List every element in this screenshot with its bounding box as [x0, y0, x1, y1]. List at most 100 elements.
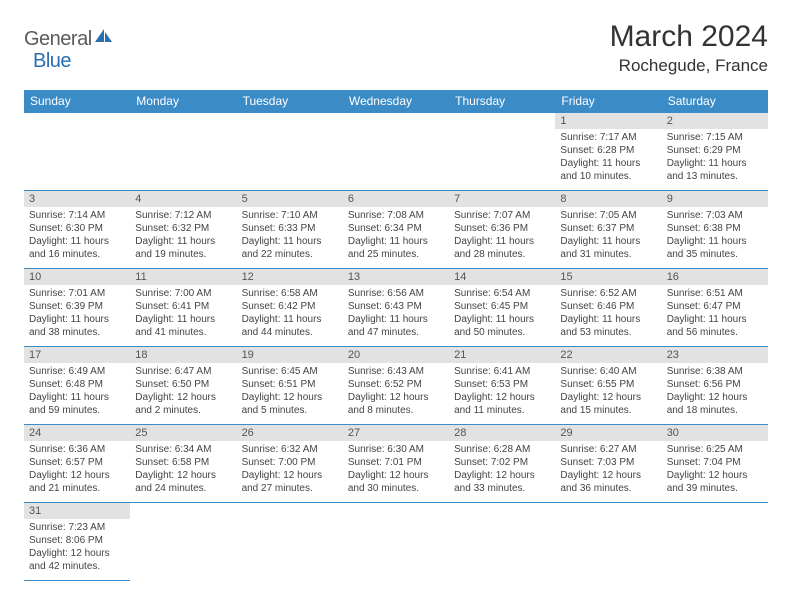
sunrise-text: Sunrise: 7:08 AM — [348, 209, 444, 222]
calendar-day-cell: 1Sunrise: 7:17 AMSunset: 6:28 PMDaylight… — [555, 113, 661, 191]
daylight-text: Daylight: 11 hours and 38 minutes. — [29, 313, 125, 339]
sunrise-text: Sunrise: 7:03 AM — [667, 209, 763, 222]
sunrise-text: Sunrise: 6:56 AM — [348, 287, 444, 300]
day-content: Sunrise: 7:10 AMSunset: 6:33 PMDaylight:… — [237, 207, 343, 265]
calendar-day-cell: 10Sunrise: 7:01 AMSunset: 6:39 PMDayligh… — [24, 269, 130, 347]
day-content: Sunrise: 6:54 AMSunset: 6:45 PMDaylight:… — [449, 285, 555, 343]
calendar-day-cell: 22Sunrise: 6:40 AMSunset: 6:55 PMDayligh… — [555, 347, 661, 425]
sunrise-text: Sunrise: 6:32 AM — [242, 443, 338, 456]
sunset-text: Sunset: 6:32 PM — [135, 222, 231, 235]
calendar-day-cell: 18Sunrise: 6:47 AMSunset: 6:50 PMDayligh… — [130, 347, 236, 425]
sunrise-text: Sunrise: 6:43 AM — [348, 365, 444, 378]
calendar-day-cell — [130, 113, 236, 191]
sunrise-text: Sunrise: 6:40 AM — [560, 365, 656, 378]
calendar-day-cell — [449, 503, 555, 581]
sunset-text: Sunset: 6:45 PM — [454, 300, 550, 313]
day-number: 29 — [555, 425, 661, 441]
calendar-day-cell — [130, 503, 236, 581]
daylight-text: Daylight: 11 hours and 13 minutes. — [667, 157, 763, 183]
sunset-text: Sunset: 8:06 PM — [29, 534, 125, 547]
day-content: Sunrise: 6:58 AMSunset: 6:42 PMDaylight:… — [237, 285, 343, 343]
day-number: 15 — [555, 269, 661, 285]
logo-text-2: Blue — [33, 50, 71, 73]
day-number: 21 — [449, 347, 555, 363]
daylight-text: Daylight: 12 hours and 2 minutes. — [135, 391, 231, 417]
calendar-day-cell: 21Sunrise: 6:41 AMSunset: 6:53 PMDayligh… — [449, 347, 555, 425]
daylight-text: Daylight: 11 hours and 31 minutes. — [560, 235, 656, 261]
calendar-day-cell: 19Sunrise: 6:45 AMSunset: 6:51 PMDayligh… — [237, 347, 343, 425]
daylight-text: Daylight: 11 hours and 50 minutes. — [454, 313, 550, 339]
day-content: Sunrise: 6:51 AMSunset: 6:47 PMDaylight:… — [662, 285, 768, 343]
calendar-week-row: 17Sunrise: 6:49 AMSunset: 6:48 PMDayligh… — [24, 347, 768, 425]
sunset-text: Sunset: 6:29 PM — [667, 144, 763, 157]
calendar-day-cell: 14Sunrise: 6:54 AMSunset: 6:45 PMDayligh… — [449, 269, 555, 347]
sunset-text: Sunset: 7:00 PM — [242, 456, 338, 469]
calendar-week-row: 24Sunrise: 6:36 AMSunset: 6:57 PMDayligh… — [24, 425, 768, 503]
sunset-text: Sunset: 6:58 PM — [135, 456, 231, 469]
sunrise-text: Sunrise: 6:51 AM — [667, 287, 763, 300]
sunset-text: Sunset: 6:28 PM — [560, 144, 656, 157]
header: General March 2024 Rochegude, France — [24, 20, 768, 76]
calendar-day-cell: 23Sunrise: 6:38 AMSunset: 6:56 PMDayligh… — [662, 347, 768, 425]
calendar-day-cell: 16Sunrise: 6:51 AMSunset: 6:47 PMDayligh… — [662, 269, 768, 347]
calendar-week-row: 1Sunrise: 7:17 AMSunset: 6:28 PMDaylight… — [24, 113, 768, 191]
sunset-text: Sunset: 6:51 PM — [242, 378, 338, 391]
calendar-day-cell: 31Sunrise: 7:23 AMSunset: 8:06 PMDayligh… — [24, 503, 130, 581]
weekday-header: Sunday — [24, 90, 130, 113]
day-content: Sunrise: 6:28 AMSunset: 7:02 PMDaylight:… — [449, 441, 555, 499]
daylight-text: Daylight: 12 hours and 39 minutes. — [667, 469, 763, 495]
day-content: Sunrise: 7:12 AMSunset: 6:32 PMDaylight:… — [130, 207, 236, 265]
calendar-day-cell: 6Sunrise: 7:08 AMSunset: 6:34 PMDaylight… — [343, 191, 449, 269]
daylight-text: Daylight: 12 hours and 21 minutes. — [29, 469, 125, 495]
sunrise-text: Sunrise: 6:28 AM — [454, 443, 550, 456]
sunset-text: Sunset: 6:34 PM — [348, 222, 444, 235]
sunset-text: Sunset: 6:46 PM — [560, 300, 656, 313]
day-number: 23 — [662, 347, 768, 363]
calendar-day-cell: 24Sunrise: 6:36 AMSunset: 6:57 PMDayligh… — [24, 425, 130, 503]
day-content: Sunrise: 6:40 AMSunset: 6:55 PMDaylight:… — [555, 363, 661, 421]
calendar-day-cell — [24, 113, 130, 191]
sunrise-text: Sunrise: 6:52 AM — [560, 287, 656, 300]
day-number: 13 — [343, 269, 449, 285]
day-content: Sunrise: 7:05 AMSunset: 6:37 PMDaylight:… — [555, 207, 661, 265]
calendar-day-cell: 11Sunrise: 7:00 AMSunset: 6:41 PMDayligh… — [130, 269, 236, 347]
day-number: 16 — [662, 269, 768, 285]
daylight-text: Daylight: 12 hours and 15 minutes. — [560, 391, 656, 417]
calendar-day-cell: 26Sunrise: 6:32 AMSunset: 7:00 PMDayligh… — [237, 425, 343, 503]
calendar-body: 1Sunrise: 7:17 AMSunset: 6:28 PMDaylight… — [24, 113, 768, 581]
day-number: 10 — [24, 269, 130, 285]
day-content: Sunrise: 7:03 AMSunset: 6:38 PMDaylight:… — [662, 207, 768, 265]
sunset-text: Sunset: 6:43 PM — [348, 300, 444, 313]
calendar-day-cell: 20Sunrise: 6:43 AMSunset: 6:52 PMDayligh… — [343, 347, 449, 425]
day-content: Sunrise: 6:34 AMSunset: 6:58 PMDaylight:… — [130, 441, 236, 499]
calendar-day-cell: 3Sunrise: 7:14 AMSunset: 6:30 PMDaylight… — [24, 191, 130, 269]
day-number: 7 — [449, 191, 555, 207]
daylight-text: Daylight: 12 hours and 42 minutes. — [29, 547, 125, 573]
day-content: Sunrise: 7:23 AMSunset: 8:06 PMDaylight:… — [24, 519, 130, 577]
day-content: Sunrise: 7:00 AMSunset: 6:41 PMDaylight:… — [130, 285, 236, 343]
day-number: 8 — [555, 191, 661, 207]
calendar-day-cell: 17Sunrise: 6:49 AMSunset: 6:48 PMDayligh… — [24, 347, 130, 425]
daylight-text: Daylight: 11 hours and 22 minutes. — [242, 235, 338, 261]
calendar-day-cell: 29Sunrise: 6:27 AMSunset: 7:03 PMDayligh… — [555, 425, 661, 503]
day-number: 17 — [24, 347, 130, 363]
calendar-day-cell: 28Sunrise: 6:28 AMSunset: 7:02 PMDayligh… — [449, 425, 555, 503]
daylight-text: Daylight: 12 hours and 36 minutes. — [560, 469, 656, 495]
day-content: Sunrise: 6:45 AMSunset: 6:51 PMDaylight:… — [237, 363, 343, 421]
sunset-text: Sunset: 6:50 PM — [135, 378, 231, 391]
daylight-text: Daylight: 11 hours and 25 minutes. — [348, 235, 444, 261]
day-number: 22 — [555, 347, 661, 363]
daylight-text: Daylight: 11 hours and 35 minutes. — [667, 235, 763, 261]
daylight-text: Daylight: 11 hours and 53 minutes. — [560, 313, 656, 339]
sunrise-text: Sunrise: 6:58 AM — [242, 287, 338, 300]
day-content: Sunrise: 7:14 AMSunset: 6:30 PMDaylight:… — [24, 207, 130, 265]
sunrise-text: Sunrise: 6:34 AM — [135, 443, 231, 456]
sunset-text: Sunset: 6:57 PM — [29, 456, 125, 469]
weekday-header: Friday — [555, 90, 661, 113]
daylight-text: Daylight: 11 hours and 56 minutes. — [667, 313, 763, 339]
day-number: 12 — [237, 269, 343, 285]
calendar-day-cell: 30Sunrise: 6:25 AMSunset: 7:04 PMDayligh… — [662, 425, 768, 503]
calendar-day-cell: 5Sunrise: 7:10 AMSunset: 6:33 PMDaylight… — [237, 191, 343, 269]
day-number: 9 — [662, 191, 768, 207]
daylight-text: Daylight: 12 hours and 18 minutes. — [667, 391, 763, 417]
